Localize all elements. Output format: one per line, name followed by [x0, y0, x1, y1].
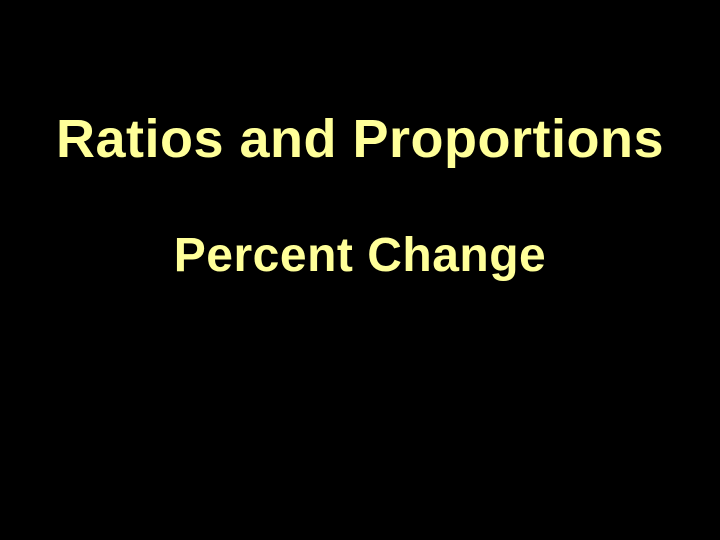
slide-title: Ratios and Proportions [0, 108, 720, 170]
presentation-slide: Ratios and Proportions Percent Change [0, 0, 720, 540]
slide-subtitle: Percent Change [0, 228, 720, 283]
